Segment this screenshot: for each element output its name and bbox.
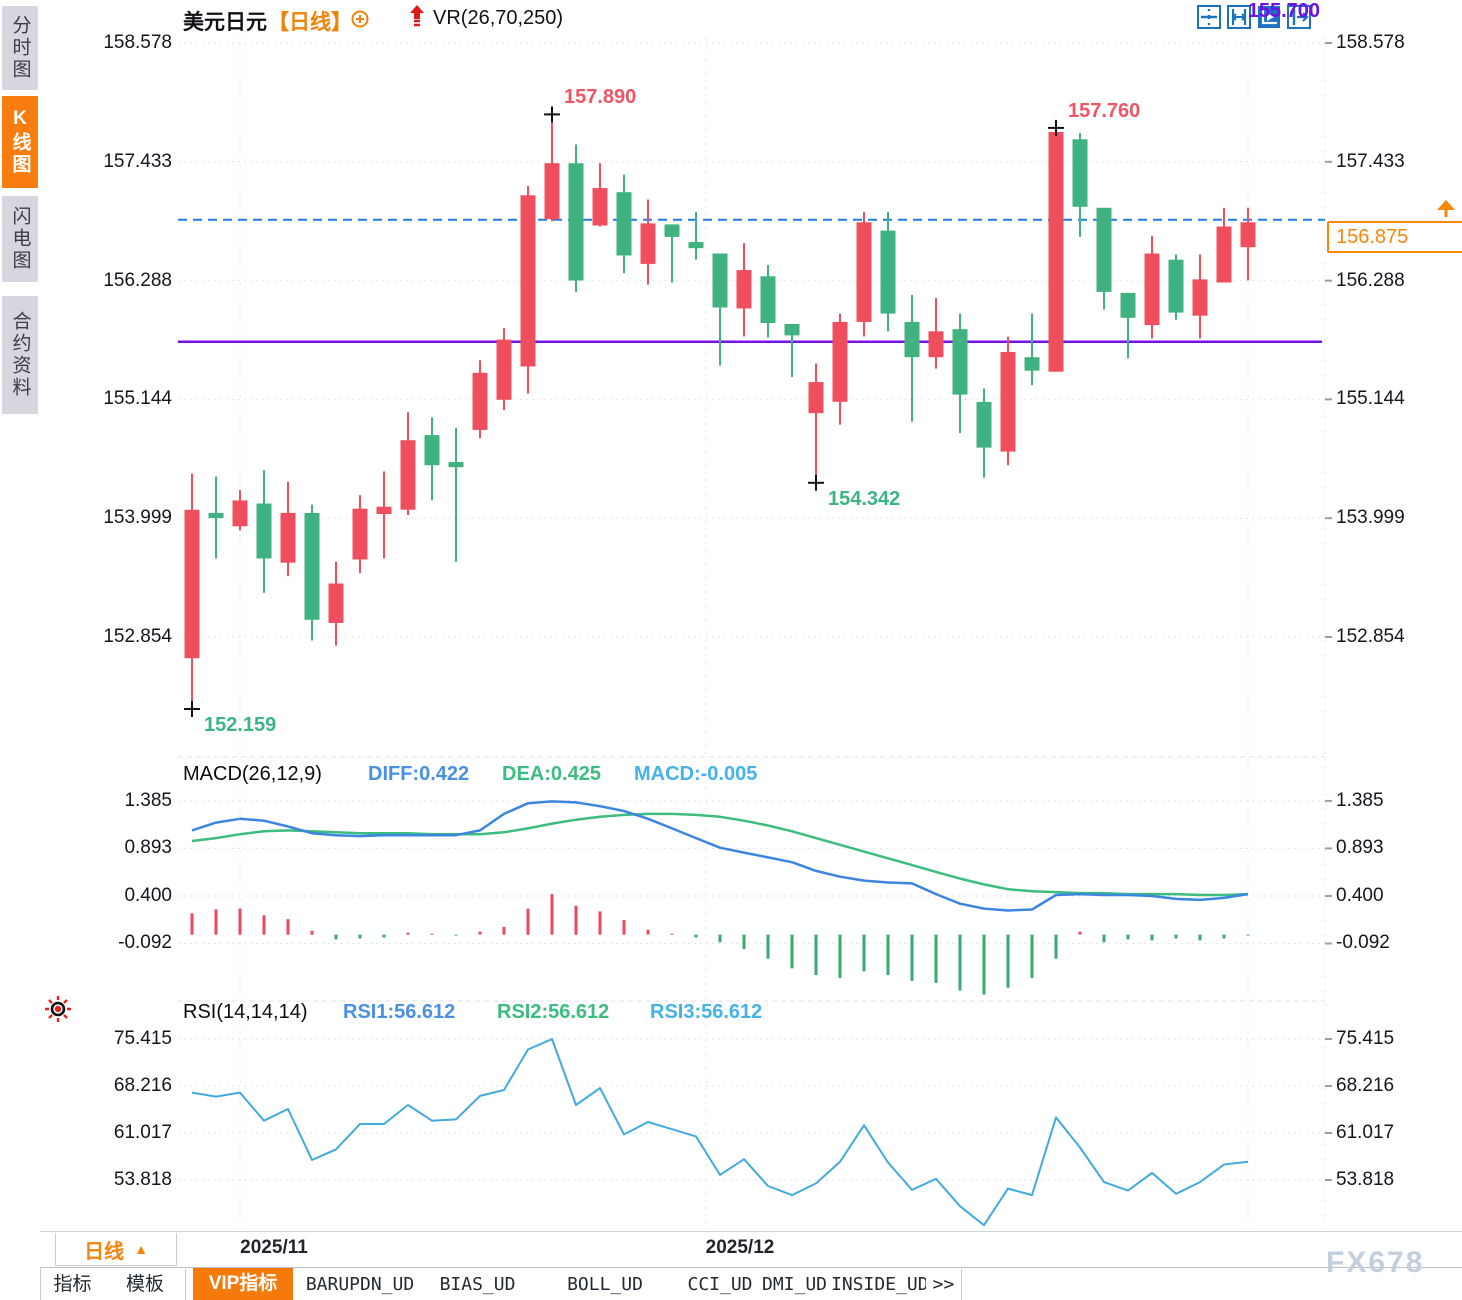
price-tick-left: 153.999 <box>103 507 172 528</box>
add-indicator-icon[interactable] <box>351 10 369 28</box>
macd-tick-left: -0.092 <box>118 932 172 953</box>
triangle-up-icon: ▲ <box>134 1241 148 1257</box>
symbol-title: 美元日元 <box>183 11 267 34</box>
macd-tick-right: -0.092 <box>1336 932 1390 953</box>
up-arrow-icon <box>410 5 424 27</box>
extreme-price-label: 154.342 <box>828 487 901 510</box>
xaxis-month-label: 2025/11 <box>240 1237 308 1258</box>
last-price-badge: 156.875 <box>1327 221 1462 253</box>
rsi3-value: RSI3:56.612 <box>650 1001 763 1023</box>
axis-range-icon[interactable] <box>1227 5 1251 29</box>
price-tick-left: 158.578 <box>103 32 172 53</box>
tab-vip-indicators[interactable]: VIP指标 <box>193 1268 293 1300</box>
extreme-price-label: 157.760 <box>1068 99 1141 122</box>
tab-templates[interactable]: 模板 <box>105 1269 186 1300</box>
rsi-tick-right: 68.216 <box>1336 1075 1395 1096</box>
tab-barupdn[interactable]: BARUPDN_UD <box>293 1269 428 1300</box>
price-tick-left: 156.288 <box>103 270 172 291</box>
xaxis-month-label: 2025/12 <box>705 1237 775 1258</box>
auto-scale-icon[interactable] <box>1257 5 1281 29</box>
rsi-title: RSI(14,14,14) <box>183 1001 308 1023</box>
xaxis-strip <box>40 1231 1462 1268</box>
sidebar-item-contract-info[interactable]: 合约资料 <box>2 296 38 414</box>
macd-diff-value: DIFF:0.422 <box>368 763 470 785</box>
rsi-tick-left: 75.415 <box>113 1028 172 1049</box>
price-tick-right: 155.144 <box>1336 388 1405 409</box>
macd-macd-value: MACD:-0.005 <box>634 763 758 785</box>
watermark: FX678 <box>1326 1246 1425 1279</box>
price-tick-left: 152.854 <box>103 626 172 647</box>
rsi-tick-left: 53.818 <box>113 1169 172 1190</box>
rsi1-value: RSI1:56.612 <box>343 1001 456 1023</box>
rsi2-value: RSI2:56.612 <box>497 1001 610 1023</box>
period-tag: 【日线】 <box>268 11 352 34</box>
tab-more[interactable]: >> <box>926 1269 962 1300</box>
price-tick-left: 155.144 <box>103 388 172 409</box>
rsi-tick-right: 53.818 <box>1336 1169 1395 1190</box>
tab-cci[interactable]: CCI_UD <box>682 1269 759 1300</box>
macd-tick-right: 0.400 <box>1336 885 1384 906</box>
macd-tick-left: 0.893 <box>124 837 172 858</box>
price-tick-right: 153.999 <box>1336 507 1405 528</box>
price-up-arrow-icon <box>1437 200 1455 217</box>
corner-box <box>0 1267 41 1300</box>
tab-boll[interactable]: BOLL_UD <box>528 1269 683 1300</box>
tab-dmi[interactable]: DMI_UD <box>758 1269 832 1300</box>
sidebar-item-time-chart[interactable]: 分时图 <box>2 6 38 90</box>
period-selector-button[interactable]: 日线 ▲ <box>55 1233 177 1266</box>
macd-title: MACD(26,12,9) <box>183 763 322 785</box>
period-selector-label: 日线 <box>84 1240 125 1263</box>
support-level-label: 155.700 <box>1247 0 1320 22</box>
macd-tick-left: 0.400 <box>124 885 172 906</box>
price-tick-right: 152.854 <box>1336 626 1405 647</box>
price-tick-left: 157.433 <box>103 151 172 172</box>
extreme-price-label: 157.890 <box>564 86 637 109</box>
price-tick-right: 157.433 <box>1336 151 1405 172</box>
tab-indicators[interactable]: 指标 <box>40 1269 106 1300</box>
macd-tick-left: 1.385 <box>124 790 172 811</box>
rsi-tick-left: 61.017 <box>113 1122 172 1143</box>
rsi-tick-left: 68.216 <box>113 1075 172 1096</box>
price-tick-right: 156.288 <box>1336 270 1405 291</box>
move-crosshair-icon[interactable] <box>1197 5 1221 29</box>
extreme-price-label: 152.159 <box>204 714 277 737</box>
sidebar-item-kline-chart[interactable]: K线图 <box>2 96 38 188</box>
shift-axis-icon[interactable] <box>1287 5 1311 29</box>
tab-bias[interactable]: BIAS_UD <box>427 1269 529 1300</box>
macd-tick-right: 1.385 <box>1336 790 1384 811</box>
indicator-title: VR(26,70,250) <box>433 7 564 29</box>
rsi-tick-right: 75.415 <box>1336 1028 1395 1049</box>
rsi-tick-right: 61.017 <box>1336 1122 1395 1143</box>
sidebar: 分时图 K线图闪电图合约资料 <box>0 0 40 1230</box>
macd-dea-value: DEA:0.425 <box>502 763 601 785</box>
price-tick-right: 158.578 <box>1336 32 1405 53</box>
sidebar-item-flash-chart[interactable]: 闪电图 <box>2 196 38 282</box>
indicator-tabbar: 指标 模板 VIP指标 BARUPDN_UD BIAS_UD BOLL_UD CCI_UD D… <box>0 1267 1462 1300</box>
sun-indicator-icon[interactable] <box>44 995 72 1023</box>
tab-inside[interactable]: INSIDE_UD <box>831 1269 929 1300</box>
macd-tick-right: 0.893 <box>1336 837 1384 858</box>
